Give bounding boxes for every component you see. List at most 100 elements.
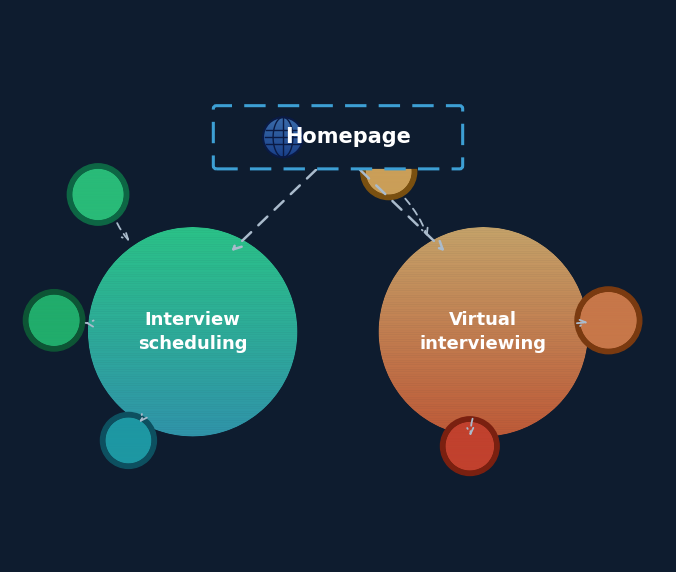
- Polygon shape: [112, 264, 273, 265]
- Polygon shape: [406, 260, 561, 261]
- Polygon shape: [161, 231, 224, 232]
- Polygon shape: [436, 237, 531, 238]
- Polygon shape: [379, 324, 588, 325]
- Polygon shape: [115, 260, 270, 261]
- Polygon shape: [90, 311, 295, 312]
- Polygon shape: [144, 424, 241, 426]
- Circle shape: [575, 287, 642, 353]
- Polygon shape: [418, 414, 548, 415]
- Polygon shape: [379, 337, 588, 338]
- Polygon shape: [92, 360, 293, 361]
- Polygon shape: [113, 399, 272, 400]
- Polygon shape: [399, 394, 568, 395]
- Polygon shape: [94, 366, 291, 367]
- Polygon shape: [403, 264, 564, 265]
- Polygon shape: [437, 426, 529, 427]
- Polygon shape: [379, 345, 587, 347]
- Circle shape: [361, 144, 416, 200]
- Polygon shape: [420, 415, 547, 416]
- Polygon shape: [379, 336, 588, 337]
- Polygon shape: [441, 235, 526, 236]
- Polygon shape: [381, 351, 586, 352]
- Polygon shape: [121, 255, 264, 256]
- Polygon shape: [382, 359, 585, 360]
- Polygon shape: [145, 237, 240, 238]
- Polygon shape: [88, 335, 297, 336]
- Polygon shape: [459, 434, 508, 435]
- Polygon shape: [91, 357, 294, 358]
- Polygon shape: [409, 406, 558, 407]
- Polygon shape: [159, 431, 226, 432]
- Polygon shape: [89, 313, 296, 314]
- Polygon shape: [95, 368, 291, 369]
- Polygon shape: [88, 324, 297, 325]
- Polygon shape: [88, 337, 297, 338]
- Polygon shape: [88, 329, 297, 331]
- Polygon shape: [385, 295, 582, 296]
- Polygon shape: [466, 435, 500, 436]
- Polygon shape: [381, 310, 586, 311]
- Polygon shape: [118, 258, 268, 259]
- Polygon shape: [89, 343, 297, 344]
- Polygon shape: [398, 392, 569, 393]
- Polygon shape: [116, 259, 269, 260]
- Polygon shape: [381, 353, 586, 354]
- Polygon shape: [387, 288, 579, 289]
- Polygon shape: [137, 420, 248, 421]
- Polygon shape: [421, 416, 546, 417]
- Polygon shape: [416, 412, 551, 413]
- Polygon shape: [100, 282, 285, 283]
- Polygon shape: [89, 344, 297, 345]
- Polygon shape: [425, 419, 541, 420]
- Polygon shape: [379, 328, 588, 329]
- Polygon shape: [387, 290, 580, 291]
- Polygon shape: [98, 376, 287, 377]
- Polygon shape: [384, 297, 583, 298]
- Polygon shape: [139, 422, 246, 423]
- Polygon shape: [401, 397, 566, 398]
- Polygon shape: [410, 407, 556, 408]
- Polygon shape: [387, 372, 580, 373]
- Polygon shape: [130, 247, 256, 248]
- Polygon shape: [99, 378, 287, 379]
- Polygon shape: [425, 244, 542, 245]
- Polygon shape: [107, 271, 279, 272]
- Polygon shape: [176, 435, 210, 436]
- Polygon shape: [132, 417, 254, 418]
- Polygon shape: [379, 340, 588, 341]
- Polygon shape: [414, 252, 552, 253]
- Polygon shape: [129, 248, 256, 249]
- Polygon shape: [93, 364, 292, 366]
- Polygon shape: [88, 334, 297, 335]
- Polygon shape: [89, 350, 296, 351]
- Polygon shape: [395, 388, 571, 389]
- Polygon shape: [387, 291, 580, 292]
- Polygon shape: [103, 276, 282, 277]
- Polygon shape: [381, 308, 585, 309]
- Polygon shape: [379, 317, 587, 318]
- Polygon shape: [102, 278, 283, 279]
- Polygon shape: [97, 375, 288, 376]
- Polygon shape: [385, 294, 581, 295]
- Polygon shape: [383, 299, 583, 300]
- Polygon shape: [392, 279, 575, 280]
- Polygon shape: [91, 356, 295, 357]
- Polygon shape: [417, 250, 550, 251]
- Polygon shape: [384, 298, 583, 299]
- Polygon shape: [406, 402, 561, 403]
- Polygon shape: [92, 301, 293, 303]
- Polygon shape: [379, 323, 588, 324]
- Polygon shape: [126, 413, 259, 414]
- Polygon shape: [379, 318, 587, 319]
- Polygon shape: [382, 357, 585, 358]
- Polygon shape: [415, 411, 552, 412]
- Polygon shape: [445, 233, 521, 234]
- Polygon shape: [406, 403, 560, 404]
- Polygon shape: [381, 356, 585, 357]
- Polygon shape: [379, 329, 588, 331]
- Polygon shape: [413, 253, 554, 254]
- Polygon shape: [89, 348, 296, 349]
- Polygon shape: [420, 247, 546, 248]
- Polygon shape: [391, 281, 576, 282]
- Polygon shape: [108, 394, 277, 395]
